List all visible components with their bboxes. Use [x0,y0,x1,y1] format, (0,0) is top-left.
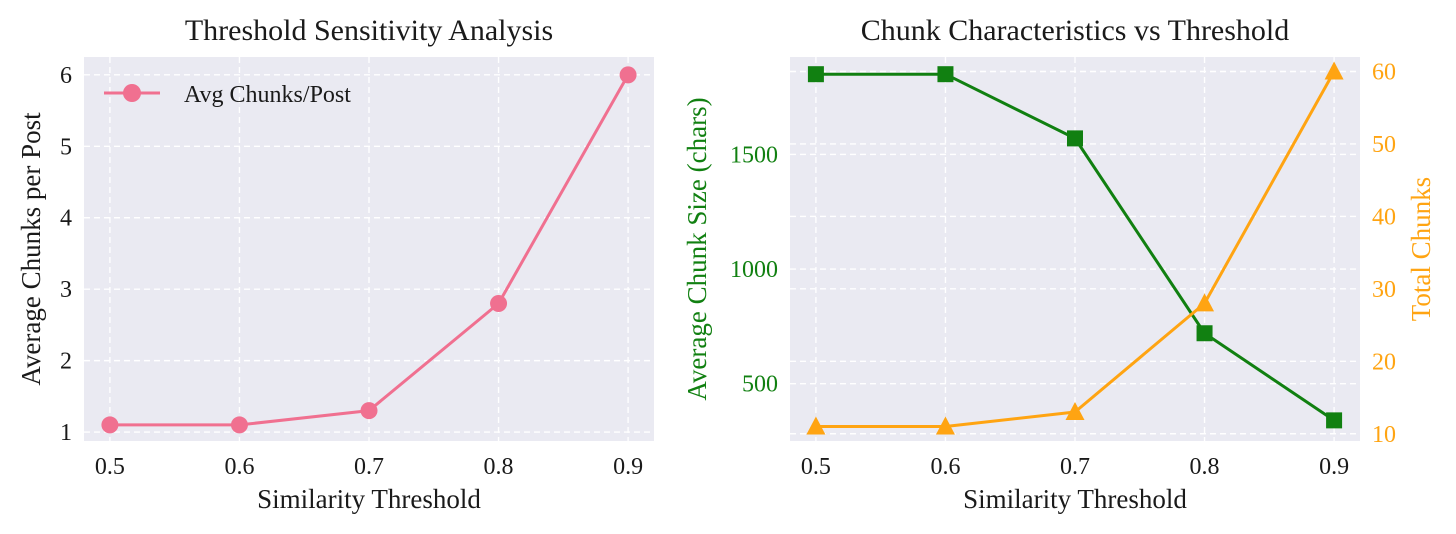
right-chart: Chunk Characteristics vs Threshold Simil… [682,14,1436,514]
legend-swatch-marker [123,84,141,102]
left-series-point [490,294,508,312]
left-y-tick-label: 3 [60,277,72,303]
left-y-tick-label: 5 [60,134,72,160]
right-right-y-tick-label: 30 [1372,277,1396,303]
total-chunks-point [1195,293,1215,312]
left-gridlines [84,57,654,441]
right-x-ticks: 0.5 0.6 0.7 0.8 0.9 [801,454,1349,480]
avg-chunk-size-point [1196,325,1213,342]
left-series-point [230,416,248,434]
right-gridlines [790,57,1360,441]
right-left-y-tick-label: 1000 [730,257,778,283]
legend-label: Avg Chunks/Post [184,82,351,108]
left-y-axis-label: Average Chunks per Post [16,112,46,386]
left-x-tick-label: 0.8 [484,454,514,480]
right-right-y-tick-label: 40 [1372,204,1396,230]
left-series-point [101,416,119,434]
right-x-tick-label: 0.5 [801,454,831,480]
right-x-tick-label: 0.9 [1319,454,1349,480]
right-x-tick-label: 0.6 [930,454,960,480]
total-chunks-point [1324,61,1344,80]
left-y-tick-label: 2 [60,349,72,375]
right-x-tick-label: 0.7 [1060,454,1090,480]
right-right-y-axis-label: Total Chunks [1406,177,1436,321]
right-right-y-tick-label: 50 [1372,132,1396,158]
total-chunks-point [1065,402,1085,421]
left-y-tick-label: 1 [60,420,72,446]
right-right-y-tick-label: 60 [1372,59,1396,85]
left-y-tick-label: 4 [60,206,72,232]
right-right-y-tick-label: 10 [1372,422,1396,448]
total-chunks-point [935,416,955,435]
left-x-axis-label: Similarity Threshold [257,484,481,514]
total-chunks-point [806,416,826,435]
avg-chunk-size-point [937,66,954,83]
left-series-point [360,402,378,420]
left-y-tick-label: 6 [60,63,72,89]
left-series-point [619,66,637,84]
right-right-y-ticks: 10 20 30 40 50 60 [1372,59,1396,447]
left-y-ticks: 1 2 3 4 5 6 [60,63,72,446]
right-series [806,61,1344,435]
avg-chunk-size-point [1326,412,1343,429]
left-x-tick-label: 0.9 [613,454,643,480]
right-right-y-tick-label: 20 [1372,349,1396,375]
left-legend: Avg Chunks/Post [104,82,351,108]
avg-chunk-size-point [1067,130,1083,147]
left-chart-title: Threshold Sensitivity Analysis [185,14,553,47]
left-x-tick-label: 0.5 [95,454,125,480]
left-chart: Threshold Sensitivity Analysis Similarit… [16,14,654,514]
left-series [101,66,637,434]
avg-chunk-size-point [807,66,824,83]
right-x-axis-label: Similarity Threshold [963,484,1187,514]
right-left-y-tick-label: 500 [742,372,778,398]
right-left-y-ticks: 500 1000 1500 [730,142,778,397]
right-x-tick-label: 0.8 [1190,454,1220,480]
left-x-tick-label: 0.7 [354,454,384,480]
right-left-y-axis-label: Average Chunk Size (chars) [682,97,712,400]
right-chart-title: Chunk Characteristics vs Threshold [861,14,1290,47]
right-left-y-tick-label: 1500 [730,142,778,168]
left-x-tick-label: 0.6 [224,454,254,480]
left-x-ticks: 0.5 0.6 0.7 0.8 0.9 [95,454,643,480]
